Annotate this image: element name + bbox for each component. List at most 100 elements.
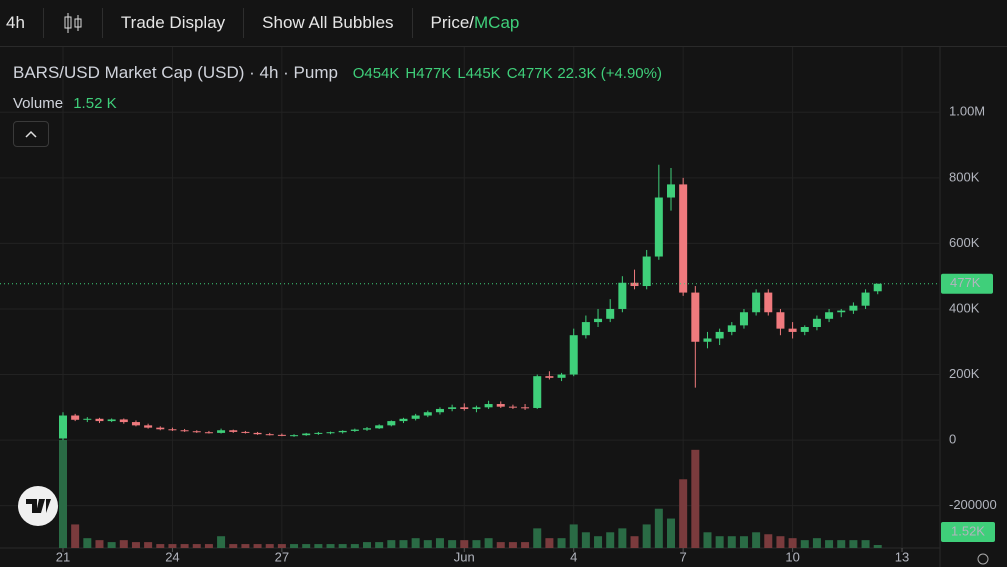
candle-body bbox=[460, 407, 469, 409]
volume-bar bbox=[667, 518, 675, 548]
legend: BARS/USD Market Cap (USD) · 4h · Pump O4… bbox=[13, 63, 662, 83]
candle-body bbox=[229, 430, 238, 432]
volume-bar bbox=[679, 479, 688, 548]
trade-display-button[interactable]: Trade Display bbox=[120, 13, 226, 32]
logo-mark bbox=[26, 499, 51, 513]
candle-body bbox=[83, 418, 92, 420]
ohlc-value: 477K bbox=[517, 65, 553, 82]
volume-bar bbox=[861, 540, 870, 548]
volume-bar bbox=[618, 528, 627, 548]
volume-bar bbox=[302, 544, 311, 548]
volume-bar bbox=[594, 536, 603, 548]
candle-body bbox=[739, 312, 748, 326]
price-option[interactable]: Price/ bbox=[430, 13, 475, 32]
y-tick-label: 600K bbox=[949, 235, 980, 250]
volume-bar bbox=[581, 532, 590, 548]
ohlc-item: C477K bbox=[507, 65, 553, 82]
volume-bar bbox=[873, 545, 882, 548]
candle-body bbox=[290, 435, 299, 437]
volume-bar bbox=[350, 544, 359, 548]
ohlc-value: 445K bbox=[465, 65, 501, 82]
separator bbox=[101, 8, 103, 38]
volume-bar bbox=[533, 528, 542, 548]
candle-body bbox=[788, 328, 797, 332]
volume-bar bbox=[204, 544, 213, 548]
candle-body bbox=[691, 292, 700, 342]
candle-body bbox=[727, 325, 736, 332]
volume-bar bbox=[691, 449, 700, 548]
change: 22.3K (+4.90%) bbox=[557, 65, 662, 82]
volume-legend: Volume 1.52 K bbox=[13, 95, 117, 112]
x-tick-label: 24 bbox=[165, 549, 179, 564]
volume-bar bbox=[71, 524, 80, 548]
volume-title: Volume bbox=[13, 95, 64, 112]
candle-body bbox=[326, 432, 335, 434]
candle-body bbox=[533, 376, 542, 408]
volume-bar bbox=[521, 542, 530, 548]
candle-body bbox=[496, 404, 505, 407]
candle-body bbox=[812, 318, 821, 328]
candle-body bbox=[472, 407, 481, 409]
price-toggle[interactable]: Price/MCap bbox=[431, 13, 520, 33]
volume-bar bbox=[715, 536, 724, 548]
volume-bar bbox=[326, 544, 335, 548]
volume-bar bbox=[83, 538, 92, 548]
volume-bar bbox=[739, 536, 748, 548]
volume-bar bbox=[290, 544, 299, 548]
volume-bar bbox=[557, 538, 566, 548]
bubbles-button[interactable]: Show All Bubbles bbox=[262, 13, 394, 32]
candle-body bbox=[338, 430, 347, 433]
volume-bar bbox=[849, 540, 858, 548]
x-tick-label: 7 bbox=[680, 549, 687, 564]
candle-body bbox=[667, 184, 675, 198]
candle-body bbox=[448, 407, 457, 409]
volume-bar bbox=[642, 524, 651, 548]
candle-body bbox=[764, 292, 773, 313]
volume-bar bbox=[119, 540, 128, 548]
separator bbox=[42, 8, 44, 38]
volume-bar bbox=[484, 538, 493, 548]
candle-body bbox=[873, 283, 882, 292]
candle-body bbox=[95, 418, 104, 422]
ohlc-key: O bbox=[352, 65, 365, 82]
candle-body bbox=[776, 312, 785, 329]
x-tick-label: 4 bbox=[570, 549, 577, 564]
volume-bar bbox=[630, 536, 639, 548]
volume-bar bbox=[764, 534, 773, 548]
candle-body bbox=[180, 430, 189, 432]
volume-bar bbox=[241, 544, 250, 548]
x-tick-label: 13 bbox=[895, 549, 909, 564]
candle-body bbox=[375, 425, 384, 429]
separator bbox=[243, 8, 245, 38]
interval-button[interactable]: 4h bbox=[6, 13, 25, 32]
volume-bar bbox=[277, 544, 286, 548]
collapse-button[interactable] bbox=[13, 121, 49, 147]
volume-bar bbox=[435, 538, 444, 548]
volume-bar bbox=[460, 540, 469, 548]
ohlc-item: H477K bbox=[405, 65, 451, 82]
candle-body bbox=[703, 338, 712, 342]
candle-icon[interactable] bbox=[62, 12, 84, 34]
volume-bar bbox=[825, 540, 834, 548]
candle-body bbox=[399, 418, 408, 422]
candle-body bbox=[861, 292, 870, 306]
ohlc-item: L445K bbox=[457, 65, 500, 82]
y-tick-label: 0 bbox=[949, 432, 956, 447]
x-tick-label: 27 bbox=[275, 549, 289, 564]
ohlc-key: H bbox=[405, 65, 417, 82]
candle-body bbox=[302, 433, 311, 436]
mcap-option[interactable]: MCap bbox=[474, 13, 520, 32]
candle-body bbox=[800, 327, 809, 332]
volume-bar bbox=[752, 532, 761, 548]
volume-label-box bbox=[941, 522, 995, 542]
volume-bar bbox=[192, 544, 201, 548]
candle-body bbox=[411, 415, 420, 419]
candle-body bbox=[569, 335, 578, 375]
volume-bar bbox=[144, 542, 153, 548]
separator bbox=[411, 8, 413, 38]
candle-body bbox=[606, 308, 615, 319]
candle-body bbox=[168, 429, 177, 431]
ohlc-key: C bbox=[506, 65, 518, 82]
x-tick-label: Jun bbox=[454, 549, 475, 564]
